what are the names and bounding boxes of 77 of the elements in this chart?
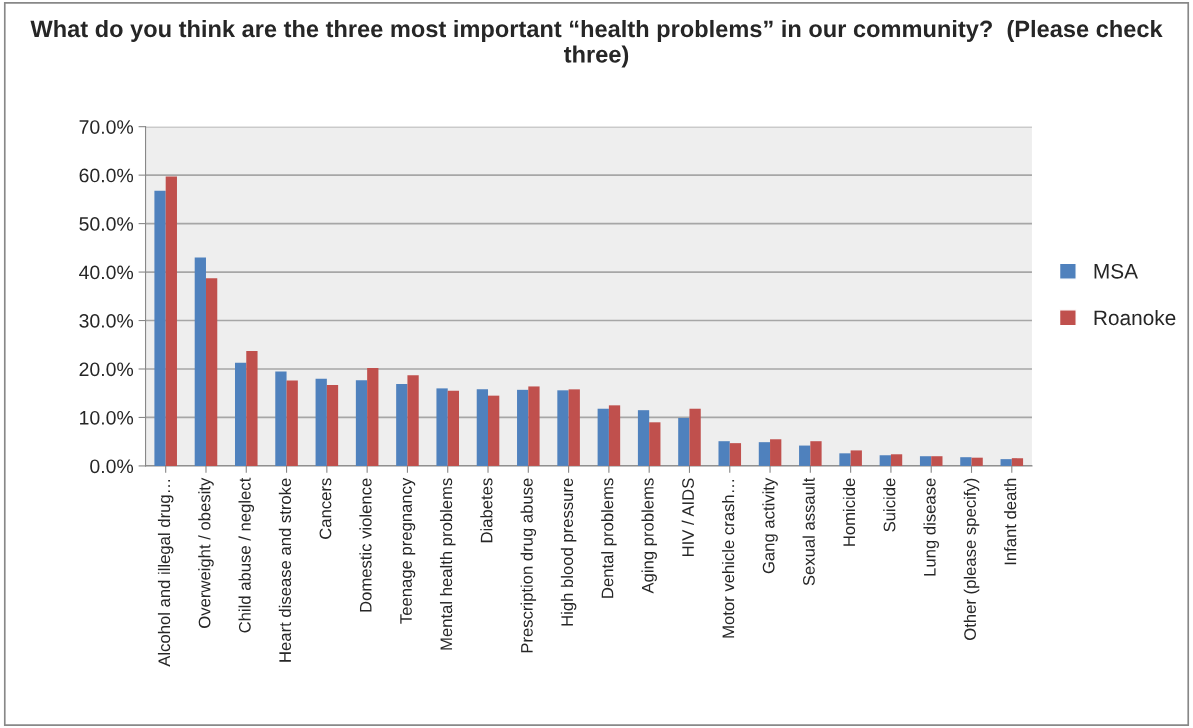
y-tick-label: 60.0% [79, 168, 134, 183]
x-tick-label: Lung disease [923, 478, 939, 576]
bar [234, 362, 247, 466]
bar [488, 395, 500, 466]
bar [367, 368, 379, 466]
bar [396, 384, 408, 466]
chart-title: What do you think are the three most important “health problems” in our community? (Please check three) [30, 19, 1163, 68]
x-tick-label: Mental health problems [439, 478, 456, 650]
bar [890, 454, 903, 466]
bar [286, 380, 298, 466]
bar [971, 457, 983, 466]
x-tick-label: Cancers [319, 478, 332, 539]
bar [246, 351, 258, 466]
bar [799, 445, 811, 466]
x-tick-label: Homicide [842, 478, 856, 546]
y-tick-label: 10.0% [80, 410, 134, 425]
x-tick-label: HIV / AIDS [681, 478, 694, 557]
x-tick-label: Alcohol and illegal drug… [157, 479, 174, 667]
bar [649, 422, 661, 466]
x-tick-label: Suicide [883, 478, 896, 532]
bar [718, 441, 730, 466]
bar [1011, 458, 1024, 466]
x-tick-label: Diabetes [480, 478, 493, 543]
bar [810, 441, 822, 466]
y-tick-label: 20.0% [79, 362, 134, 377]
x-tick-label: Infant death [1004, 478, 1017, 565]
bar [729, 443, 742, 466]
legend-label: MSA [1094, 263, 1138, 279]
bar [517, 389, 529, 466]
bar [165, 176, 177, 466]
x-tick-label: Other (please specify) [963, 478, 980, 640]
x-tick-label: Dental problems [601, 478, 617, 598]
bar [879, 455, 891, 466]
y-tick-label: 50.0% [79, 217, 134, 231]
x-tick-label: Prescription drug abuse [520, 478, 537, 653]
bar [154, 190, 166, 466]
bar [326, 384, 339, 466]
bar [194, 257, 206, 466]
x-tick-label: Heart disease and stroke [278, 478, 292, 662]
legend-label: Roanoke [1094, 309, 1176, 326]
y-tick-label: 30.0% [79, 314, 134, 328]
x-tick-label: Child abuse / neglect [238, 477, 255, 633]
bar [315, 378, 327, 466]
y-tick-label: 0.0% [90, 459, 134, 474]
bar [919, 456, 932, 466]
x-tick-label: Domestic violence [359, 478, 372, 612]
bar [557, 390, 569, 466]
y-tick-label: 70.0% [79, 120, 134, 134]
bar [689, 408, 701, 466]
bar [528, 386, 540, 466]
bar [608, 405, 621, 466]
x-tick-label: Sexual assault [802, 477, 815, 586]
x-tick-label: Overweight / obesity [198, 477, 214, 628]
x-tick-label: Gang activity [762, 477, 778, 574]
x-tick-label: Motor vehicle crash… [722, 479, 735, 638]
bar [597, 408, 609, 466]
x-tick-label: Aging problems [641, 478, 657, 594]
bar [407, 375, 419, 466]
x-tick-label: High blood pressure [560, 478, 577, 626]
bar [839, 453, 851, 466]
bar [476, 389, 489, 466]
bar [568, 389, 580, 466]
bar [436, 388, 448, 466]
bar [205, 278, 218, 466]
bar [850, 450, 862, 466]
bar [355, 380, 368, 466]
y-tick-label: 40.0% [79, 265, 134, 280]
bar [275, 371, 287, 466]
bar [1000, 459, 1012, 466]
bar [931, 456, 943, 466]
bar [758, 442, 771, 466]
bar [447, 390, 460, 466]
x-tick-label: Teenage pregnancy [400, 477, 416, 624]
bar [678, 417, 690, 466]
bar [770, 439, 782, 466]
bar [960, 457, 972, 466]
bar [637, 410, 650, 466]
